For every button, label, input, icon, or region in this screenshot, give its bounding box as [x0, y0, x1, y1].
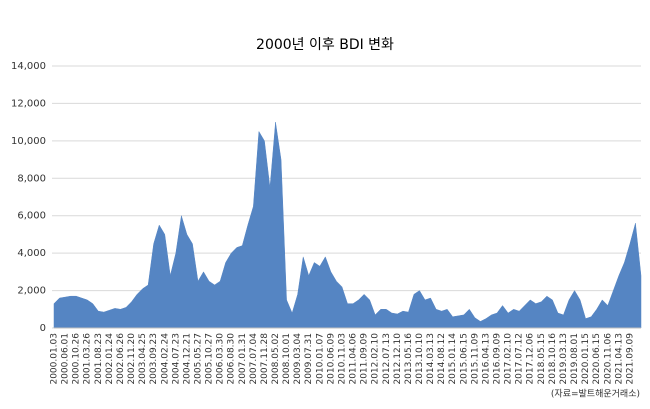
x-tick-label: 2011.04.06: [349, 333, 359, 385]
x-tick-label: 2006.08.30: [227, 333, 237, 385]
x-tick-label: 2019.08.01: [570, 333, 580, 385]
x-tick-label: 2012.07.13: [382, 333, 392, 385]
x-tick-label: 2001.08.23: [94, 333, 104, 385]
x-tick-label: 2013.10.10: [415, 333, 425, 385]
x-tick-label: 2007.01.31: [238, 333, 248, 385]
x-tick-label: 2017.12.06: [526, 333, 536, 385]
x-tick-label: 2009.07.31: [304, 333, 314, 385]
y-tick-label: 2,000: [17, 286, 46, 297]
x-tick-label: 2004.02.24: [160, 333, 170, 385]
x-tick-label: 2002.01.24: [105, 333, 115, 385]
x-tick-label: 2020.01.15: [581, 333, 591, 385]
x-tick-label: 2019.03.13: [559, 333, 569, 385]
area: [53, 122, 642, 329]
x-tick-label: 2021.04.13: [614, 333, 624, 385]
x-tick-label: 2010.01.07: [315, 333, 325, 385]
x-tick-label: 2003.04.25: [138, 333, 148, 385]
y-tick-label: 10,000: [11, 136, 46, 147]
x-tick-label: 2000.06.01: [61, 333, 71, 385]
x-tick-label: 2010.06.09: [326, 333, 336, 385]
x-tick-label: 2016.04.13: [481, 333, 491, 385]
x-tick-label: 2009.03.04: [293, 333, 303, 385]
x-tick-label: 2000.10.26: [72, 333, 82, 385]
x-tick-label: 2002.06.26: [116, 333, 126, 385]
x-tick-label: 2008.10.01: [282, 333, 292, 385]
x-tick-label: 2003.09.23: [149, 333, 159, 385]
x-tick-label: 2012.12.10: [393, 333, 403, 385]
x-tick-label: 2015.01.14: [448, 333, 458, 385]
source-note: (자료=발트해운거래소): [551, 389, 640, 400]
x-tick-label: 2017.07.12: [515, 333, 525, 385]
y-tick-label: 6,000: [17, 211, 46, 222]
x-tick-label: 2010.11.03: [337, 333, 347, 385]
x-tick-label: 2014.03.13: [426, 333, 436, 385]
x-tick-label: 2001.03.26: [83, 333, 93, 385]
x-tick-label: 2007.11.28: [260, 333, 270, 385]
x-tick-label: 2005.05.27: [193, 333, 203, 385]
x-tick-label: 2004.07.23: [171, 333, 181, 385]
x-tick-label: 2016.09.09: [493, 333, 503, 385]
y-tick-label: 8,000: [17, 173, 46, 184]
y-tick-label: 12,000: [11, 98, 46, 109]
x-tick-label: 2020.06.15: [592, 333, 602, 385]
x-tick-label: 2014.08.12: [437, 333, 447, 385]
x-tick-label: 2017.02.10: [504, 333, 514, 385]
y-tick-label: 0: [40, 323, 46, 334]
x-tick-label: 2008.05.02: [271, 333, 281, 385]
x-tick-label: 2015.11.09: [470, 333, 480, 385]
x-tick-label: 2011.09.09: [360, 333, 370, 385]
x-tick-label: 2005.10.27: [205, 333, 215, 385]
y-tick-label: 4,000: [17, 248, 46, 259]
x-tick-label: 2018.10.16: [548, 333, 558, 385]
x-tick-label: 2018.05.15: [537, 333, 547, 385]
x-tick-label: 2015.06.15: [459, 333, 469, 385]
x-tick-label: 2000.01.03: [50, 333, 60, 385]
x-tick-label: 2012.02.10: [371, 333, 381, 385]
x-tick-label: 2021.09.09: [625, 333, 635, 385]
x-tick-label: 2002.11.20: [127, 333, 137, 385]
x-tick-label: 2004.12.21: [182, 333, 192, 385]
y-tick-label: 14,000: [11, 61, 46, 72]
x-tick-label: 2007.07.04: [249, 333, 259, 385]
x-tick-label: 2006.03.30: [216, 333, 226, 385]
chart-title: 2000년 이후 BDI 변화: [256, 37, 394, 53]
x-tick-label: 2013.05.16: [404, 333, 414, 385]
x-tick-label: 2020.11.06: [603, 333, 613, 385]
